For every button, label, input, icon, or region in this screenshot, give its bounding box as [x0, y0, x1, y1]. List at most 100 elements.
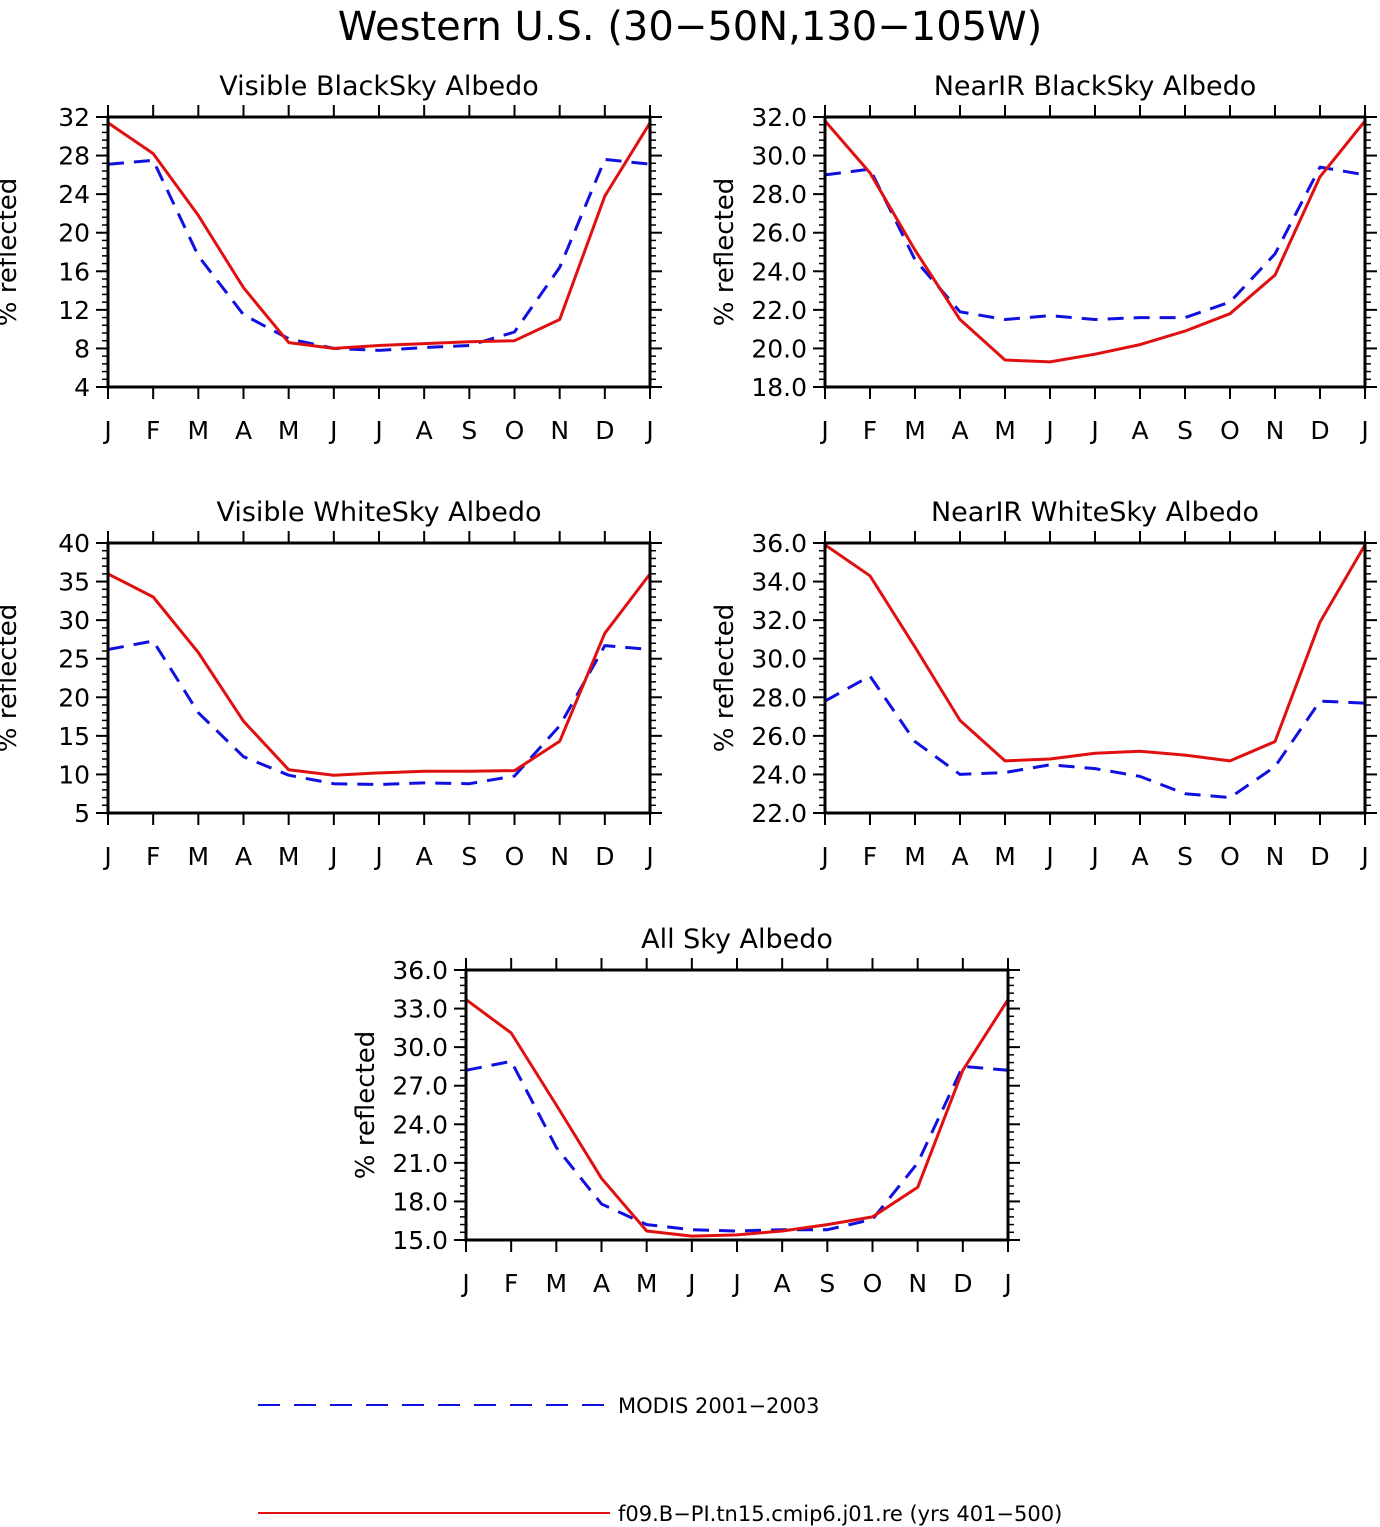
y-tick-label: 33.0 [392, 995, 448, 1024]
y-tick-label: 26.0 [751, 219, 807, 248]
y-axis-label: % reflected [710, 178, 740, 326]
x-tick-label: F [146, 416, 160, 445]
y-tick-label: 27.0 [392, 1072, 448, 1101]
x-tick-label: J [328, 416, 337, 445]
y-tick-label: 28.0 [751, 180, 807, 209]
panel-title: NearIR BlackSky Albedo [934, 71, 1257, 102]
series-line-model [823, 119, 1367, 364]
y-tick-label: 36.0 [392, 956, 448, 985]
x-tick-label: S [1177, 416, 1193, 445]
y-tick-label: 40 [58, 529, 90, 558]
y-tick-label: 10 [58, 760, 90, 789]
x-tick-label: J [819, 416, 828, 445]
x-tick-label: M [188, 842, 210, 871]
x-tick-label: J [731, 1269, 740, 1298]
x-tick-label: J [1089, 416, 1098, 445]
y-tick-label: 28.0 [751, 683, 807, 712]
y-tick-label: 18.0 [751, 373, 807, 402]
series-line-model [465, 998, 1010, 1238]
legend-label-modis: MODIS 2001−2003 [618, 1394, 820, 1418]
x-tick-label: M [994, 842, 1016, 871]
y-tick-label: 30.0 [751, 645, 807, 674]
x-tick-label: D [1310, 416, 1329, 445]
x-tick-label: N [550, 842, 569, 871]
x-tick-label: M [636, 1269, 658, 1298]
x-tick-label: D [595, 842, 614, 871]
x-tick-label: A [235, 842, 252, 871]
y-tick-label: 15.0 [392, 1226, 448, 1255]
chart-panel-1: Visible BlackSky Albedo% reflectedJFMAMJ… [0, 71, 662, 445]
x-tick-label: F [146, 842, 160, 871]
x-tick-label: M [904, 842, 926, 871]
y-tick-label: 4 [74, 373, 90, 402]
series-line-modis [107, 639, 651, 786]
y-tick-label: 28 [58, 142, 90, 171]
x-tick-label: A [1131, 842, 1148, 871]
y-axis-label: % reflected [0, 178, 23, 326]
y-tick-label: 21.0 [392, 1149, 448, 1178]
x-tick-label: A [951, 842, 968, 871]
x-tick-label: N [1266, 416, 1285, 445]
y-tick-label: 12 [58, 296, 90, 325]
x-tick-label: J [1002, 1269, 1011, 1298]
x-tick-label: J [644, 416, 653, 445]
x-tick-label: F [504, 1269, 518, 1298]
x-tick-label: J [1044, 842, 1053, 871]
x-tick-label: J [102, 842, 111, 871]
x-tick-label: S [1177, 842, 1193, 871]
x-tick-label: J [328, 842, 337, 871]
x-tick-label: S [461, 842, 477, 871]
y-tick-label: 32 [58, 103, 90, 132]
series-line-modis [107, 157, 651, 352]
x-tick-label: S [819, 1269, 835, 1298]
y-tick-label: 32.0 [751, 606, 807, 635]
x-tick-label: F [863, 842, 877, 871]
x-tick-label: J [1359, 416, 1368, 445]
x-tick-label: A [416, 416, 433, 445]
y-tick-label: 20 [58, 683, 90, 712]
panel-title: All Sky Albedo [641, 924, 833, 955]
y-tick-label: 8 [74, 334, 90, 363]
y-tick-label: 24.0 [751, 760, 807, 789]
x-tick-label: N [1266, 842, 1285, 871]
x-tick-label: M [904, 416, 926, 445]
x-tick-label: O [1220, 842, 1240, 871]
y-tick-label: 22.0 [751, 799, 807, 828]
x-tick-label: J [1359, 842, 1368, 871]
y-tick-label: 26.0 [751, 722, 807, 751]
x-tick-label: J [686, 1269, 695, 1298]
x-tick-label: A [235, 416, 252, 445]
y-tick-label: 22.0 [751, 296, 807, 325]
legend-label-model: f09.B−PI.tn15.cmip6.j01.re (yrs 401−500) [618, 1502, 1062, 1526]
x-tick-label: S [461, 416, 477, 445]
y-tick-label: 30.0 [751, 142, 807, 171]
plot-frame [823, 541, 1367, 815]
chart-panels: Visible BlackSky Albedo% reflectedJFMAMJ… [0, 71, 1377, 1298]
y-tick-label: 20 [58, 219, 90, 248]
x-tick-label: M [546, 1269, 568, 1298]
y-tick-label: 24 [58, 180, 90, 209]
plot-frame [464, 968, 1010, 1242]
x-tick-label: A [951, 416, 968, 445]
x-tick-label: M [188, 416, 210, 445]
y-tick-label: 35 [58, 568, 90, 597]
legend: MODIS 2001−2003 f09.B−PI.tn15.cmip6.j01.… [258, 1394, 1062, 1526]
y-tick-label: 18.0 [392, 1187, 448, 1216]
series-line-modis [824, 674, 1366, 800]
x-tick-label: M [278, 842, 300, 871]
x-tick-label: J [644, 842, 653, 871]
x-tick-label: A [1131, 416, 1148, 445]
y-tick-label: 30.0 [392, 1033, 448, 1062]
x-tick-label: O [505, 416, 525, 445]
series-line-modis [465, 1059, 1009, 1233]
x-tick-label: J [373, 842, 382, 871]
series-line-model [107, 572, 652, 777]
y-tick-label: 16 [58, 257, 90, 286]
x-tick-label: D [953, 1269, 972, 1298]
panel-title: Visible WhiteSky Albedo [216, 497, 541, 528]
y-tick-label: 15 [58, 722, 90, 751]
x-tick-label: J [460, 1269, 469, 1298]
x-tick-label: J [373, 416, 382, 445]
